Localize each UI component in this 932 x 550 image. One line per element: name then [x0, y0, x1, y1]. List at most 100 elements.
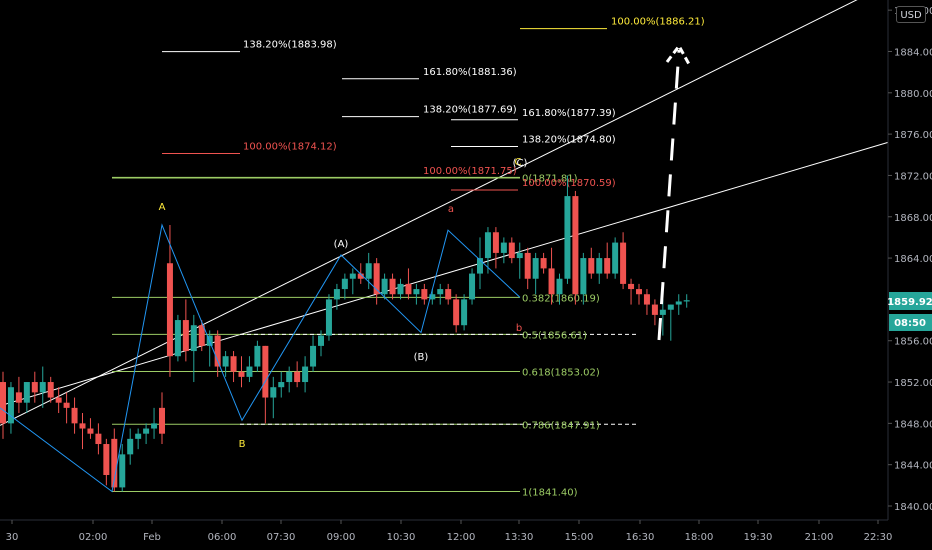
- candle-body: [620, 242, 627, 284]
- candle-body: [270, 387, 277, 398]
- fib-extension-label: 100.00%(1886.21): [611, 17, 705, 28]
- time-tick-label: 18:00: [685, 532, 714, 543]
- wave-zigzag: [0, 223, 521, 493]
- candle-body: [103, 444, 110, 476]
- price-tick-label: 1876.00: [894, 130, 932, 141]
- wave-label-C: C: [515, 157, 522, 168]
- candle-body: [278, 382, 285, 388]
- time-tick-label: 16:30: [626, 532, 655, 543]
- candle-body: [190, 325, 197, 352]
- candle-body: [55, 397, 62, 403]
- candle-body: [516, 252, 523, 259]
- candle-body: [119, 454, 126, 488]
- candle-body: [413, 289, 420, 295]
- candle-body: [492, 232, 499, 253]
- fib-level-label: 0.618(1853.02): [522, 368, 600, 379]
- candlestick-series: [0, 175, 690, 492]
- candle-body: [596, 258, 603, 274]
- wave-label-paren-B: (B): [414, 352, 429, 363]
- wave-label-paren-A: (A): [334, 239, 349, 250]
- wave-labels: A B C (A) (B) (C) a b: [159, 157, 528, 450]
- wave-label-b: b: [516, 323, 522, 334]
- candle-body: [111, 438, 118, 488]
- candle-body: [429, 294, 436, 300]
- fib-extension-label: 161.80%(1881.36): [423, 67, 517, 78]
- candle-body: [365, 263, 372, 279]
- candle-body: [23, 382, 30, 403]
- price-tick-label: 1852.00: [894, 378, 932, 389]
- time-tick-label: 21:00: [805, 532, 834, 543]
- price-tick-label: 1880.00: [894, 89, 932, 100]
- time-tick-label: 07:30: [267, 532, 296, 543]
- candle-body: [214, 335, 221, 367]
- candle-body: [461, 299, 468, 326]
- candle-body: [39, 382, 46, 393]
- time-tick-label: 06:00: [208, 532, 237, 543]
- candle-body: [453, 299, 460, 326]
- candle-body: [302, 366, 309, 383]
- time-axis[interactable]: 30 02:00 Feb 06:00 07:30 09:00 10:30 12:00 13:30…: [0, 519, 893, 543]
- candle-body: [357, 273, 364, 279]
- candle-body: [445, 289, 452, 300]
- last-price-tag: [889, 292, 932, 310]
- candle-body: [15, 392, 22, 403]
- candle-body: [135, 433, 142, 439]
- candle-body: [628, 283, 635, 290]
- candle-body: [349, 273, 356, 279]
- candle-body: [389, 278, 396, 295]
- fib-extension-label: 161.80%(1877.39): [522, 108, 616, 119]
- candle-body: [548, 268, 555, 295]
- price-tick-label: 1868.00: [894, 213, 932, 224]
- candle-body: [254, 345, 261, 367]
- currency-button[interactable]: USD: [896, 6, 926, 23]
- candle-body: [651, 304, 658, 315]
- wave-label-paren-C: (C): [513, 158, 528, 169]
- fib-level-label: 0.786(1847.91): [522, 420, 600, 431]
- candle-body: [500, 242, 507, 253]
- candle-body: [151, 423, 158, 429]
- candle-body: [381, 278, 388, 295]
- candle-body: [79, 423, 86, 429]
- candle-body: [222, 356, 229, 367]
- time-tick-label: Feb: [143, 532, 161, 543]
- candle-body: [508, 242, 515, 259]
- candle-body: [564, 196, 571, 279]
- fib-extension-levels: 100.00%(1886.21) 138.20%(1883.98) 161.80%(…: [112, 17, 705, 191]
- candle-body: [604, 258, 611, 274]
- fib-level-label: 0(1871.81): [522, 173, 578, 184]
- wave-label-a: a: [448, 204, 454, 215]
- wave-label-B: B: [239, 439, 246, 450]
- candle-body: [182, 320, 189, 352]
- channel-lower-line: [0, 141, 889, 407]
- price-tick-label: 1872.00: [894, 171, 932, 182]
- price-axis[interactable]: 1840.001844.001848.001852.001856.001860.…: [887, 0, 932, 520]
- candle-body: [675, 301, 682, 305]
- trend-channel: [0, 0, 889, 426]
- candle-body: [659, 309, 666, 315]
- candle-body: [143, 428, 150, 434]
- time-tick-label: 13:30: [505, 532, 534, 543]
- candle-body: [484, 232, 491, 259]
- candle-body: [286, 371, 293, 383]
- candle-body: [31, 382, 38, 393]
- candle-body: [373, 263, 380, 295]
- candle-body: [95, 433, 102, 445]
- countdown-tag: [889, 314, 932, 331]
- candle-body: [0, 382, 6, 424]
- time-tick-label: 30: [6, 532, 19, 543]
- candle-body: [174, 320, 181, 357]
- candle-body: [405, 283, 412, 295]
- candle-body: [437, 289, 444, 295]
- fib-extension-label: 100.00%(1874.12): [243, 142, 337, 153]
- price-tick-label: 1856.00: [894, 337, 932, 348]
- candle-body: [87, 428, 94, 434]
- candle-body: [532, 258, 539, 279]
- time-tick-label: 22:30: [864, 532, 893, 543]
- candle-body: [397, 283, 404, 295]
- time-tick-label: 09:00: [327, 532, 356, 543]
- candle-body: [580, 258, 587, 295]
- forecast-arrow: [657, 43, 692, 341]
- fib-extension-label: 138.20%(1877.69): [423, 105, 517, 116]
- candle-body: [588, 258, 595, 274]
